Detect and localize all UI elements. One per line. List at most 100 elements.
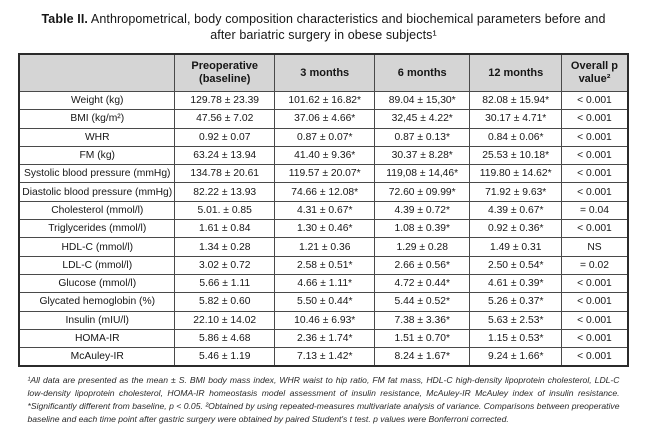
cell-value: 129.78 ± 23.39 bbox=[174, 90, 276, 111]
table-title-label: Table II. bbox=[41, 12, 88, 26]
table-row: Cholesterol (mmol/l) 5.01. ± 0.85 4.31 ± 0… bbox=[18, 200, 629, 221]
cell-value: 2.50 ± 0.54* bbox=[469, 255, 563, 275]
cell-value: < 0.001 bbox=[561, 109, 629, 129]
table-row: WHR 0.92 ± 0.07 0.87 ± 0.07* 0.87 ± 0.13* 0.… bbox=[18, 127, 629, 147]
header-cell-3-months: 3 months bbox=[274, 53, 376, 92]
cell-value: 4.66 ± 1.11* bbox=[274, 273, 376, 294]
cell-value: = 0.04 bbox=[561, 200, 629, 221]
cell-value: 25.53 ± 10.18* bbox=[469, 145, 563, 166]
table-row: FM (kg) 63.24 ± 13.94 41.40 ± 9.36* 30.37 ±… bbox=[18, 145, 629, 166]
cell-value: 1.34 ± 0.28 bbox=[174, 237, 276, 257]
cell-value: NS bbox=[561, 237, 629, 257]
cell-value: 10.46 ± 6.93* bbox=[274, 310, 376, 330]
header-row: Preoperative (baseline) 3 months 6 month… bbox=[18, 53, 629, 92]
row-label: Glucose (mmol/l) bbox=[18, 273, 176, 294]
table-row: BMI (kg/m²) 47.56 ± 7.02 37.06 ± 4.66* 32,4… bbox=[18, 109, 629, 129]
cell-value: 5.66 ± 1.11 bbox=[174, 273, 276, 294]
cell-value: 119.57 ± 20.07* bbox=[274, 164, 376, 184]
table-row: McAuley-IR 5.46 ± 1.19 7.13 ± 1.42* 8.24 ± … bbox=[18, 347, 629, 367]
table-row: Glycated hemoglobin (%) 5.82 ± 0.60 5.50 ±… bbox=[18, 292, 629, 312]
row-label: HDL-C (mmol/l) bbox=[18, 237, 176, 257]
cell-value: 72.60 ± 09.99* bbox=[374, 182, 471, 202]
cell-value: 2.36 ± 1.74* bbox=[274, 328, 376, 349]
cell-value: 63.24 ± 13.94 bbox=[174, 145, 276, 166]
row-label: Triglycerides (mmol/l) bbox=[18, 219, 176, 239]
cell-value: 5.01. ± 0.85 bbox=[174, 200, 276, 221]
cell-value: 89.04 ± 15,30* bbox=[374, 90, 471, 111]
cell-value: 1.29 ± 0.28 bbox=[374, 237, 471, 257]
cell-value: < 0.001 bbox=[561, 127, 629, 147]
cell-value: 119,08 ± 14,46* bbox=[374, 164, 471, 184]
cell-value: 4.39 ± 0.67* bbox=[469, 200, 563, 221]
header-cell-p-value: Overall p value² bbox=[561, 53, 629, 92]
table-row: LDL-C (mmol/l) 3.02 ± 0.72 2.58 ± 0.51* 2.6… bbox=[18, 255, 629, 275]
cell-value: 4.61 ± 0.39* bbox=[469, 273, 563, 294]
cell-value: 41.40 ± 9.36* bbox=[274, 145, 376, 166]
cell-value: 1.61 ± 0.84 bbox=[174, 219, 276, 239]
cell-value: 47.56 ± 7.02 bbox=[174, 109, 276, 129]
cell-value: 134.78 ± 20.61 bbox=[174, 164, 276, 184]
cell-value: 4.39 ± 0.72* bbox=[374, 200, 471, 221]
cell-value: 1.51 ± 0.70* bbox=[374, 328, 471, 349]
cell-value: < 0.001 bbox=[561, 145, 629, 166]
table-footnote: ¹All data are presented as the mean ± S.… bbox=[27, 375, 620, 425]
cell-value: 9.24 ± 1.66* bbox=[469, 347, 563, 367]
table-row: Glucose (mmol/l) 5.66 ± 1.11 4.66 ± 1.11* 4… bbox=[18, 273, 629, 294]
cell-value: < 0.001 bbox=[561, 164, 629, 184]
row-label: Cholesterol (mmol/l) bbox=[18, 200, 176, 221]
table-row: Weight (kg) 129.78 ± 23.39 101.62 ± 16.82*… bbox=[18, 90, 629, 111]
cell-value: 1.15 ± 0.53* bbox=[469, 328, 563, 349]
table-row: HOMA-IR 5.86 ± 4.68 2.36 ± 1.74* 1.51 ± 0.7… bbox=[18, 328, 629, 349]
row-label: McAuley-IR bbox=[18, 347, 176, 367]
cell-value: 2.58 ± 0.51* bbox=[274, 255, 376, 275]
cell-value: 82.08 ± 15.94* bbox=[469, 90, 563, 111]
table-row: Triglycerides (mmol/l) 1.61 ± 0.84 1.30 ± … bbox=[18, 219, 629, 239]
cell-value: 7.13 ± 1.42* bbox=[274, 347, 376, 367]
cell-value: 0.92 ± 0.36* bbox=[469, 219, 563, 239]
cell-value: 1.49 ± 0.31 bbox=[469, 237, 563, 257]
cell-value: 4.72 ± 0.44* bbox=[374, 273, 471, 294]
cell-value: 5.50 ± 0.44* bbox=[274, 292, 376, 312]
cell-value: 74.66 ± 12.08* bbox=[274, 182, 376, 202]
cell-value: 1.08 ± 0.39* bbox=[374, 219, 471, 239]
results-table: Preoperative (baseline) 3 months 6 month… bbox=[18, 53, 629, 368]
cell-value: 0.84 ± 0.06* bbox=[469, 127, 563, 147]
cell-value: 22.10 ± 14.02 bbox=[174, 310, 276, 330]
cell-value: 5.63 ± 2.53* bbox=[469, 310, 563, 330]
row-label: Weight (kg) bbox=[18, 90, 176, 111]
cell-value: 5.44 ± 0.52* bbox=[374, 292, 471, 312]
cell-value: 37.06 ± 4.66* bbox=[274, 109, 376, 129]
table-row: Diastolic blood pressure (mmHg) 82.22 ± 1… bbox=[18, 182, 629, 202]
table-body: Weight (kg) 129.78 ± 23.39 101.62 ± 16.82*… bbox=[18, 90, 629, 367]
cell-value: < 0.001 bbox=[561, 182, 629, 202]
header-cell-empty bbox=[18, 53, 176, 92]
cell-value: 3.02 ± 0.72 bbox=[174, 255, 276, 275]
cell-value: < 0.001 bbox=[561, 310, 629, 330]
table-title-text: Anthropometrical, body composition chara… bbox=[90, 12, 606, 42]
cell-value: 0.87 ± 0.07* bbox=[274, 127, 376, 147]
cell-value: < 0.001 bbox=[561, 328, 629, 349]
header-cell-6-months: 6 months bbox=[374, 53, 471, 92]
row-label: HOMA-IR bbox=[18, 328, 176, 349]
table-row: Insulin (mIU/l) 22.10 ± 14.02 10.46 ± 6.93… bbox=[18, 310, 629, 330]
cell-value: 30.37 ± 8.28* bbox=[374, 145, 471, 166]
cell-value: 2.66 ± 0.56* bbox=[374, 255, 471, 275]
cell-value: = 0.02 bbox=[561, 255, 629, 275]
row-label: Systolic blood pressure (mmHg) bbox=[18, 164, 176, 184]
cell-value: < 0.001 bbox=[561, 292, 629, 312]
cell-value: < 0.001 bbox=[561, 90, 629, 111]
table-header: Preoperative (baseline) 3 months 6 month… bbox=[18, 53, 629, 92]
cell-value: 101.62 ± 16.82* bbox=[274, 90, 376, 111]
cell-value: 5.86 ± 4.68 bbox=[174, 328, 276, 349]
cell-value: 30.17 ± 4.71* bbox=[469, 109, 563, 129]
row-label: BMI (kg/m²) bbox=[18, 109, 176, 129]
cell-value: 5.82 ± 0.60 bbox=[174, 292, 276, 312]
cell-value: 7.38 ± 3.36* bbox=[374, 310, 471, 330]
cell-value: 119.80 ± 14.62* bbox=[469, 164, 563, 184]
row-label: LDL-C (mmol/l) bbox=[18, 255, 176, 275]
cell-value: < 0.001 bbox=[561, 273, 629, 294]
cell-value: 1.21 ± 0.36 bbox=[274, 237, 376, 257]
cell-value: 0.92 ± 0.07 bbox=[174, 127, 276, 147]
row-label: Glycated hemoglobin (%) bbox=[18, 292, 176, 312]
cell-value: < 0.001 bbox=[561, 219, 629, 239]
